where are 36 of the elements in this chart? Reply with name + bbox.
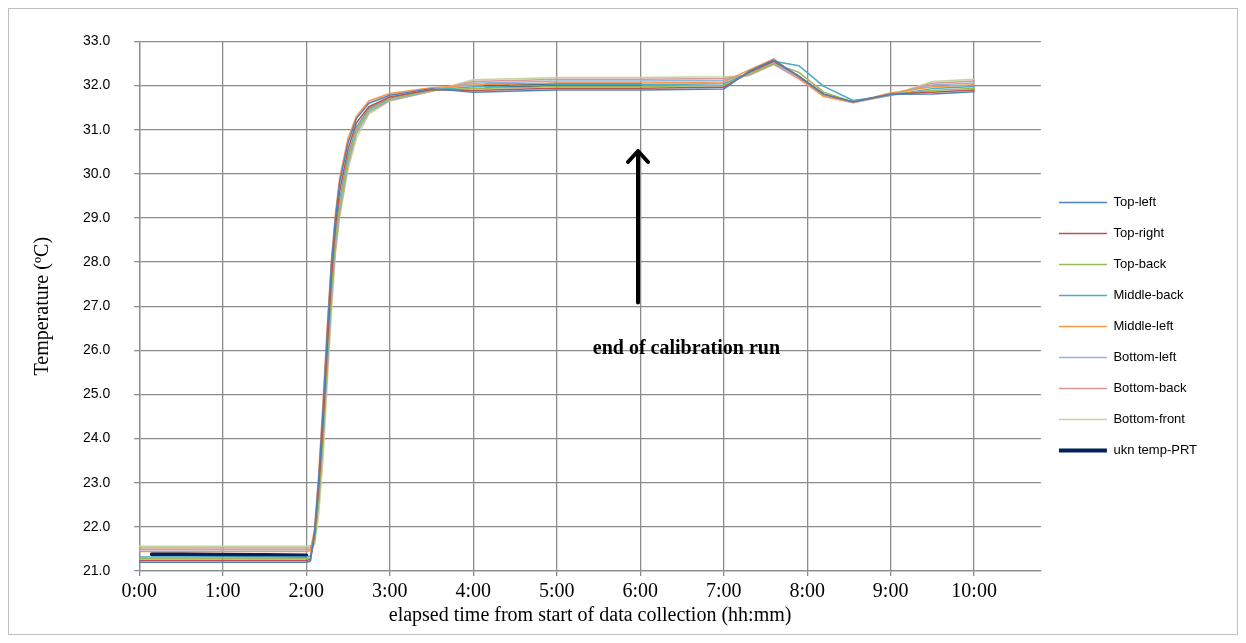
x-tick-label: 9:00 bbox=[872, 579, 909, 602]
legend-label: Bottom-front bbox=[1113, 411, 1186, 427]
legend-label: Bottom-back bbox=[1113, 380, 1187, 396]
y-tick-label: 29.0 bbox=[83, 208, 111, 225]
x-tick-label: 10:00 bbox=[951, 579, 997, 602]
y-tick-label: 30.0 bbox=[83, 164, 111, 181]
y-tick-label: 31.0 bbox=[83, 120, 111, 137]
y-tick-label: 22.0 bbox=[83, 517, 111, 534]
x-tick-label: 3:00 bbox=[371, 579, 408, 602]
legend-label: Top-back bbox=[1113, 256, 1167, 272]
x-tick-label: 2:00 bbox=[288, 579, 325, 602]
y-tick-label: 26.0 bbox=[83, 341, 111, 358]
x-tick-label: 1:00 bbox=[204, 579, 241, 602]
x-tick-label: 6:00 bbox=[622, 579, 658, 602]
legend-label: Bottom-left bbox=[1113, 349, 1177, 365]
annotation: end of calibration run bbox=[592, 335, 781, 358]
x-tick-label: 5:00 bbox=[538, 579, 575, 602]
legend-label: Top-right bbox=[1113, 225, 1165, 241]
y-tick-label: 25.0 bbox=[83, 385, 111, 402]
y-tick-label: 23.0 bbox=[83, 473, 111, 490]
y-tick-label: 32.0 bbox=[83, 76, 111, 93]
y-tick-label: 21.0 bbox=[83, 561, 111, 578]
legend-label: Middle-left bbox=[1113, 318, 1174, 334]
y-axis-title: Temperature (ºC) bbox=[30, 236, 54, 376]
legend-label: ukn temp-PRT bbox=[1113, 442, 1198, 458]
legend-label: Middle-back bbox=[1113, 287, 1185, 303]
y-tick-label: 24.0 bbox=[83, 429, 111, 446]
y-tick-label: 28.0 bbox=[83, 252, 111, 269]
x-tick-label: 0:00 bbox=[121, 579, 158, 602]
x-tick-label: 7:00 bbox=[705, 579, 742, 602]
y-tick-label: 33.0 bbox=[83, 32, 111, 49]
x-tick-label: 8:00 bbox=[789, 579, 825, 602]
x-axis-title: elapsed time from start of data collection (hh:mm) bbox=[388, 603, 792, 627]
y-tick-label: 27.0 bbox=[83, 297, 111, 314]
x-tick-label: 4:00 bbox=[455, 579, 491, 602]
legend-label: Top-left bbox=[1113, 194, 1157, 210]
